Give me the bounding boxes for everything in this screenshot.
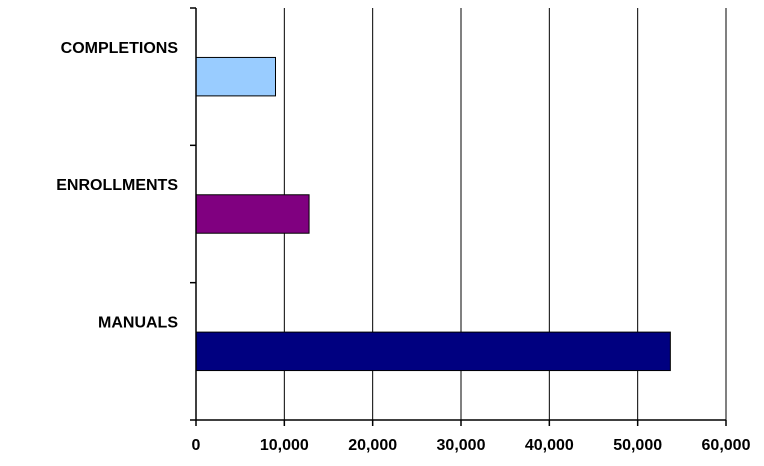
x-tick-label-30000: 30,000	[437, 437, 486, 454]
labels: COMPLETIONS ENROLLMENTS MANUALS 0 10,000 20,0…	[56, 40, 750, 454]
bar-completions	[195, 56, 276, 97]
bar-enrollments	[195, 194, 310, 234]
x-tick-label-10000: 10,000	[260, 437, 309, 454]
x-tick-label-40000: 40,000	[525, 437, 574, 454]
bar-manuals	[195, 331, 671, 372]
x-tick-label-20000: 20,000	[348, 437, 397, 454]
category-label-manuals: MANUALS	[98, 315, 178, 332]
category-label-enrollments: ENROLLMENTS	[56, 177, 178, 194]
x-tick-label-50000: 50,000	[613, 437, 662, 454]
axes	[190, 7, 727, 426]
bars	[195, 56, 671, 372]
x-tick-label-0: 0	[192, 437, 201, 454]
x-tick-label-60000: 60,000	[702, 437, 751, 454]
category-label-completions: COMPLETIONS	[61, 40, 179, 57]
